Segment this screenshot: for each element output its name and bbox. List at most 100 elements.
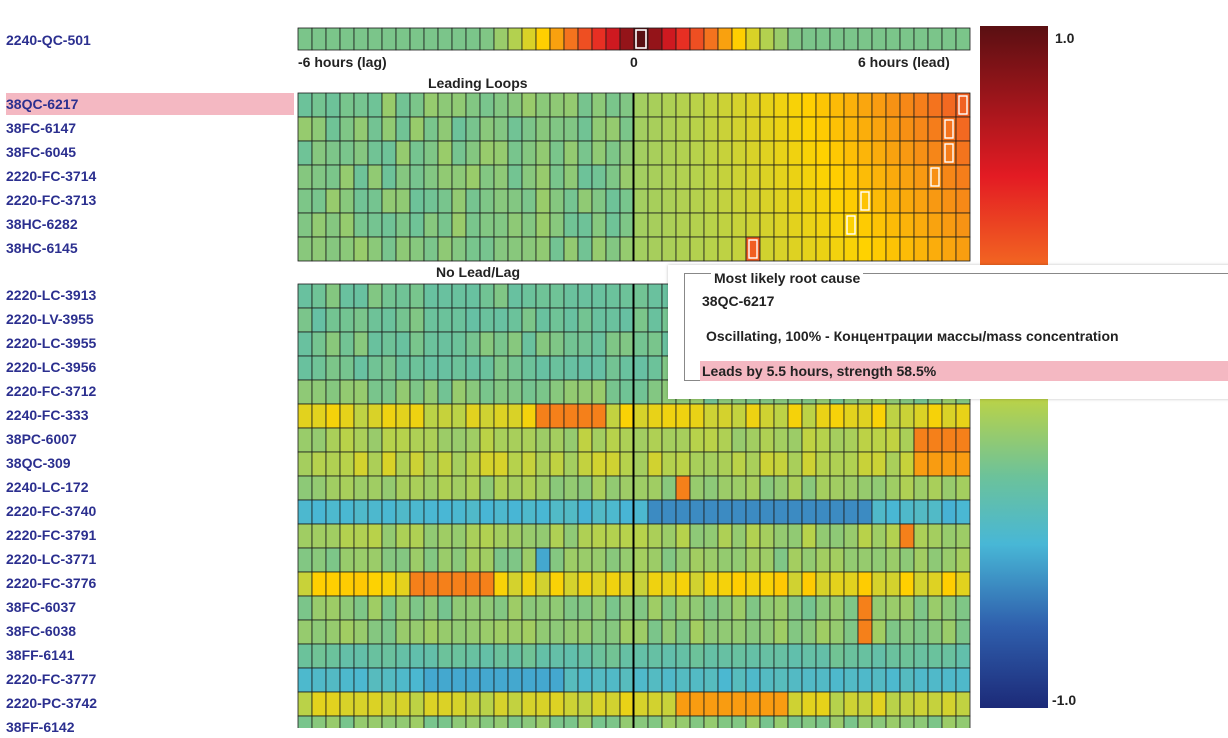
nolag-heatmap-cell: [759, 427, 775, 453]
leading-heatmap-cell: [591, 188, 607, 214]
nolag-loop-label[interactable]: 2220-FC-3791: [6, 527, 97, 543]
nolag-loop-label[interactable]: 2220-LC-3771: [6, 551, 97, 567]
nolag-heatmap-cell: [353, 331, 369, 357]
nolag-heatmap-cell: [381, 379, 397, 405]
nolag-heatmap-cell: [857, 571, 873, 597]
nolag-heatmap-cell: [451, 403, 467, 429]
nolag-heatmap-cell: [689, 643, 705, 669]
nolag-loop-label[interactable]: 2220-PC-3742: [6, 695, 98, 711]
nolag-heatmap-cell: [591, 595, 607, 621]
leading-heatmap-cell: [395, 212, 411, 238]
leading-loop-label[interactable]: 38FC-6147: [6, 120, 77, 136]
nolag-heatmap-cell: [325, 595, 341, 621]
nolag-loop-label[interactable]: 2220-LV-3955: [6, 311, 94, 327]
nolag-heatmap-cell: [857, 643, 873, 669]
nolag-heatmap-cell: [465, 331, 481, 357]
peak-marker: [930, 167, 940, 187]
nolag-heatmap-cell: [423, 643, 439, 669]
nolag-loop-label[interactable]: 2220-FC-3740: [6, 503, 97, 519]
nolag-heatmap-cell: [773, 475, 789, 501]
nolag-heatmap-cell: [633, 667, 649, 693]
reference-cell: [759, 27, 775, 51]
nolag-loop-label[interactable]: 2220-FC-3777: [6, 671, 97, 687]
nolag-heatmap-cell: [493, 331, 509, 357]
nolag-heatmap-cell: [591, 283, 607, 309]
nolag-heatmap-cell: [745, 667, 761, 693]
nolag-loop-label[interactable]: 38QC-309: [6, 455, 71, 471]
leading-heatmap-cell: [591, 116, 607, 142]
nolag-heatmap-cell: [843, 475, 859, 501]
reference-cell: [731, 27, 747, 51]
leading-heatmap-cell: [451, 212, 467, 238]
nolag-heatmap-cell: [675, 619, 691, 645]
nolag-heatmap-cell: [367, 283, 383, 309]
nolag-loop-label[interactable]: 2220-FC-3712: [6, 383, 97, 399]
nolag-heatmap-cell: [913, 523, 929, 549]
nolag-heatmap-cell: [423, 523, 439, 549]
nolag-heatmap-cell: [451, 571, 467, 597]
leading-heatmap-cell: [745, 140, 761, 166]
nolag-heatmap-cell: [871, 499, 887, 525]
nolag-heatmap-cell: [535, 475, 551, 501]
leading-loop-label[interactable]: 38HC-6282: [6, 216, 78, 232]
nolag-loop-label[interactable]: 38FC-6038: [6, 623, 77, 639]
leading-heatmap-cell: [717, 188, 733, 214]
leading-heatmap-cell: [437, 164, 453, 190]
nolag-heatmap-cell: [675, 403, 691, 429]
nolag-heatmap-cell: [955, 595, 971, 621]
nolag-heatmap-cell: [367, 715, 383, 728]
leading-loop-label[interactable]: 2220-FC-3713: [6, 192, 97, 208]
nolag-heatmap-cell: [927, 595, 943, 621]
nolag-loop-label[interactable]: 2220-LC-3955: [6, 335, 97, 351]
nolag-loop-label[interactable]: 38PC-6007: [6, 431, 77, 447]
leading-heatmap-cell: [843, 116, 859, 142]
leading-heatmap-cell: [535, 116, 551, 142]
nolag-heatmap-cell: [325, 403, 341, 429]
nolag-heatmap-cell: [717, 403, 733, 429]
nolag-loop-label[interactable]: 2220-LC-3956: [6, 359, 97, 375]
nolag-heatmap-cell: [591, 571, 607, 597]
leading-heatmap-cell: [395, 92, 411, 118]
reference-cell: [717, 27, 733, 51]
nolag-heatmap-cell: [605, 475, 621, 501]
nolag-loop-label[interactable]: 38FC-6037: [6, 599, 77, 615]
nolag-heatmap-cell: [549, 619, 565, 645]
loop-label-top[interactable]: 2240-QC-501: [6, 32, 91, 48]
nolag-heatmap-cell: [759, 451, 775, 477]
nolag-heatmap-cell: [451, 355, 467, 381]
nolag-heatmap-cell: [633, 331, 649, 357]
nolag-loop-label[interactable]: 2220-FC-3776: [6, 575, 97, 591]
nolag-heatmap-cell: [507, 427, 523, 453]
nolag-loop-label[interactable]: 2240-LC-172: [6, 479, 89, 495]
nolag-heatmap-cell: [843, 691, 859, 717]
nolag-loop-label[interactable]: 2220-LC-3913: [6, 287, 97, 303]
nolag-heatmap-cell: [479, 355, 495, 381]
nolag-heatmap-cell: [955, 643, 971, 669]
leading-heatmap-cell: [857, 140, 873, 166]
nolag-heatmap-cell: [423, 355, 439, 381]
nolag-heatmap-cell: [325, 499, 341, 525]
leading-heatmap-cell: [787, 164, 803, 190]
nolag-heatmap-cell: [451, 379, 467, 405]
leading-loop-label[interactable]: 38FC-6045: [6, 144, 77, 160]
nolag-heatmap-cell: [913, 643, 929, 669]
nolag-heatmap-cell: [759, 595, 775, 621]
nolag-heatmap-cell: [437, 307, 453, 333]
nolag-heatmap-cell: [409, 331, 425, 357]
nolag-loop-label[interactable]: 38FF-6141: [6, 647, 75, 663]
leading-heatmap-cell: [829, 164, 845, 190]
leading-loop-label[interactable]: 2220-FC-3714: [6, 168, 97, 184]
nolag-heatmap-cell: [787, 499, 803, 525]
nolag-heatmap-cell: [521, 643, 537, 669]
leading-loop-label[interactable]: 38QC-6217: [6, 93, 294, 115]
nolag-heatmap-cell: [451, 499, 467, 525]
leading-heatmap-cell: [899, 212, 915, 238]
nolag-heatmap-cell: [899, 571, 915, 597]
nolag-heatmap-cell: [395, 691, 411, 717]
nolag-heatmap-cell: [633, 715, 649, 728]
nolag-heatmap-cell: [325, 307, 341, 333]
nolag-loop-label[interactable]: 2240-FC-333: [6, 407, 89, 423]
leading-heatmap-cell: [577, 164, 593, 190]
nolag-heatmap-cell: [633, 427, 649, 453]
leading-loop-label[interactable]: 38HC-6145: [6, 240, 78, 256]
